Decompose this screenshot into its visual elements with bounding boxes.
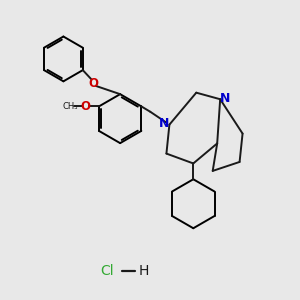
Text: N: N — [220, 92, 231, 104]
Text: N: N — [159, 117, 169, 130]
Text: O: O — [88, 77, 98, 90]
Text: Cl: Cl — [100, 264, 113, 278]
Text: H: H — [139, 264, 149, 278]
Text: CH₃: CH₃ — [62, 102, 78, 111]
Text: O: O — [80, 100, 91, 113]
